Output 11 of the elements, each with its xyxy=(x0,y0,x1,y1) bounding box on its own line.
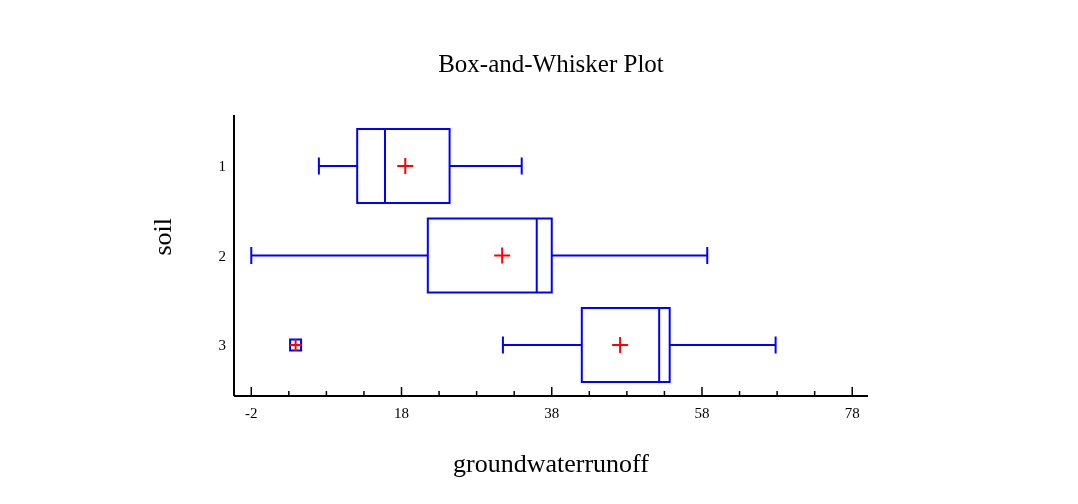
y-axis-title: soil xyxy=(148,217,178,256)
y-tick-label: 2 xyxy=(218,247,226,264)
x-tick-label: -2 xyxy=(245,405,258,421)
y-tick-label: 1 xyxy=(218,158,226,175)
x-tick-label: 38 xyxy=(544,405,560,421)
y-tick-label: 3 xyxy=(218,337,226,354)
x-tick-label: 18 xyxy=(394,405,410,421)
x-tick-label: 58 xyxy=(694,405,710,421)
x-tick-label: 78 xyxy=(844,405,860,421)
x-axis-title: groundwaterrunoff xyxy=(453,449,650,478)
chart-title: Box-and-Whisker Plot xyxy=(437,50,665,78)
